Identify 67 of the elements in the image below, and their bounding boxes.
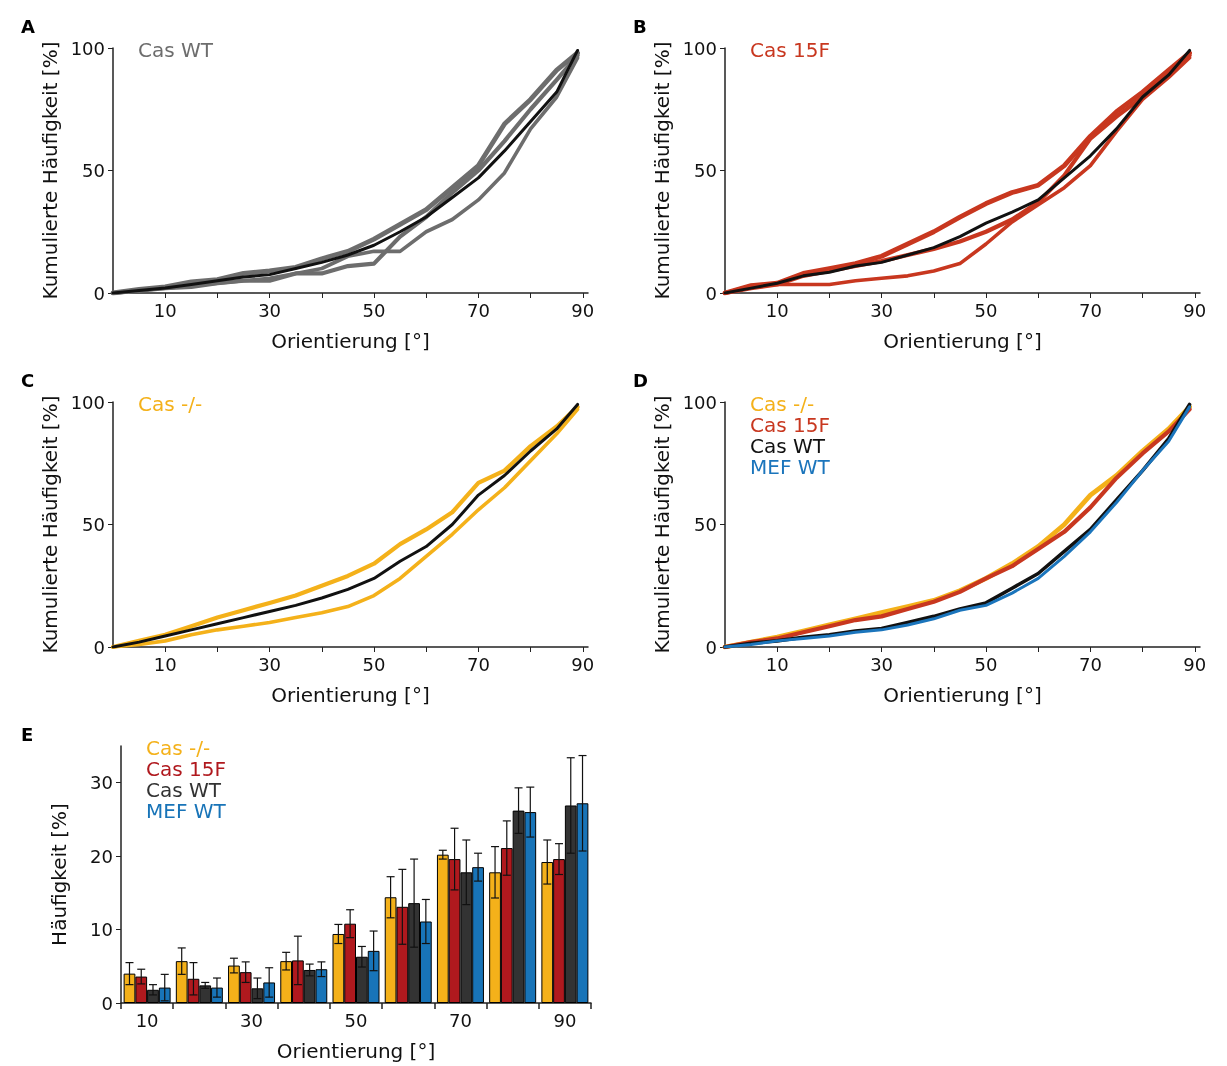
chart-title: E — [21, 723, 34, 745]
x-tick-label: 30 — [870, 653, 894, 675]
x-tick-label: 70 — [1078, 653, 1102, 675]
text: Cas -/- — [750, 392, 815, 416]
y-tick-label: 0 — [705, 636, 717, 658]
x-axis-title: Orientierung [°] — [883, 329, 1042, 353]
chart-title: D — [633, 369, 648, 391]
x-tick-label: 30 — [240, 1009, 264, 1031]
x-axis-title: Orientierung [°] — [271, 329, 430, 353]
text: Cas WT — [138, 38, 214, 62]
y-tick-label: 0 — [93, 636, 105, 658]
y-tick-label: 50 — [694, 160, 717, 181]
text: Cas 15F — [750, 413, 830, 437]
text: MEF WT — [146, 799, 227, 823]
y-tick-label: 50 — [694, 514, 717, 535]
y-tick-label: 100 — [682, 37, 717, 59]
x-tick-label: 90 — [571, 299, 595, 321]
text: Cas 15F — [146, 757, 226, 781]
y-tick-label: 100 — [70, 391, 105, 413]
x-tick-label: 10 — [153, 653, 177, 675]
x-tick-label: 90 — [553, 1009, 577, 1031]
y-tick-label: 30 — [90, 772, 113, 794]
y-axis-title: Kumulierte Häufigkeit [%] — [649, 41, 674, 300]
y-tick-label: 10 — [90, 919, 113, 941]
x-tick-label: 10 — [153, 299, 177, 321]
y-tick-label: 20 — [90, 845, 113, 867]
x-tick-label: 30 — [870, 299, 894, 321]
text: Cas WT — [750, 434, 826, 458]
x-tick-label: 10 — [135, 1009, 159, 1031]
y-axis-title: Kumulierte Häufigkeit [%] — [37, 41, 62, 300]
y-tick-label: 0 — [705, 282, 717, 304]
y-axis-title: Kumulierte Häufigkeit [%] — [649, 395, 674, 654]
x-tick-label: 50 — [362, 653, 386, 675]
x-tick-label: 90 — [1183, 299, 1207, 321]
y-axis-title: Kumulierte Häufigkeit [%] — [37, 395, 62, 654]
x-tick-label: 10 — [765, 653, 789, 675]
x-tick-label: 70 — [466, 299, 490, 321]
text: Cas 15F — [750, 38, 830, 62]
text: Cas WT — [146, 778, 222, 802]
y-axis-title: Häufigkeit [%] — [47, 803, 71, 946]
text: Cas -/- — [146, 736, 211, 760]
chart-title: A — [21, 15, 35, 37]
x-axis-title: Orientierung [°] — [276, 1039, 436, 1063]
x-tick-label: 70 — [1078, 299, 1102, 321]
y-tick-label: 100 — [682, 391, 717, 413]
y-tick-label: 0 — [93, 282, 105, 304]
x-tick-label: 50 — [362, 299, 386, 321]
x-tick-label: 90 — [571, 653, 595, 675]
x-tick-label: 70 — [466, 653, 490, 675]
x-axis-title: Orientierung [°] — [271, 683, 430, 707]
chart-title: B — [633, 15, 647, 37]
x-tick-label: 10 — [765, 299, 789, 321]
x-tick-label: 50 — [974, 653, 998, 675]
y-tick-label: 50 — [82, 160, 105, 181]
x-tick-label: 50 — [974, 299, 998, 321]
y-tick-label: 50 — [82, 514, 105, 535]
y-tick-label: 100 — [70, 37, 105, 59]
x-tick-label: 30 — [258, 299, 282, 321]
x-axis-title: Orientierung [°] — [883, 683, 1042, 707]
x-tick-label: 70 — [448, 1009, 472, 1031]
y-tick-label: 0 — [101, 992, 113, 1014]
chart-title: C — [21, 369, 35, 391]
x-tick-label: 30 — [258, 653, 282, 675]
text: MEF WT — [750, 455, 831, 479]
x-tick-label: 50 — [344, 1009, 368, 1031]
x-tick-label: 90 — [1183, 653, 1207, 675]
text: Cas -/- — [138, 392, 203, 416]
